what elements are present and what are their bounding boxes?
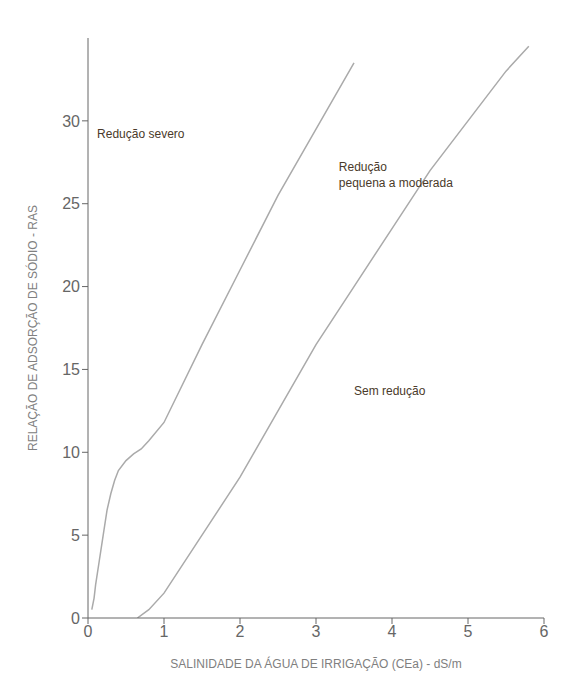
- svg-text:Sem redução: Sem redução: [354, 384, 426, 398]
- svg-text:4: 4: [388, 623, 397, 640]
- svg-text:0: 0: [71, 610, 80, 627]
- svg-text:30: 30: [62, 113, 80, 130]
- svg-text:Reduçãopequena a moderada: Reduçãopequena a moderada: [339, 160, 453, 190]
- svg-text:5: 5: [71, 527, 80, 544]
- svg-text:20: 20: [62, 278, 80, 295]
- svg-text:25: 25: [62, 195, 80, 212]
- svg-text:2: 2: [236, 623, 245, 640]
- svg-text:SALINIDADE DA ÁGUA DE IRRIGAÇÃ: SALINIDADE DA ÁGUA DE IRRIGAÇÃO (CEa) - …: [170, 656, 461, 671]
- svg-text:10: 10: [62, 444, 80, 461]
- svg-text:0: 0: [84, 623, 93, 640]
- svg-text:RELAÇÃO DE ADSORÇÃO DE SÓDIO -: RELAÇÃO DE ADSORÇÃO DE SÓDIO - RAS: [25, 205, 40, 451]
- svg-text:6: 6: [540, 623, 549, 640]
- svg-text:Redução severo: Redução severo: [97, 127, 185, 141]
- svg-text:15: 15: [62, 361, 80, 378]
- svg-text:3: 3: [312, 623, 321, 640]
- svg-text:1: 1: [160, 623, 169, 640]
- svg-text:5: 5: [464, 623, 473, 640]
